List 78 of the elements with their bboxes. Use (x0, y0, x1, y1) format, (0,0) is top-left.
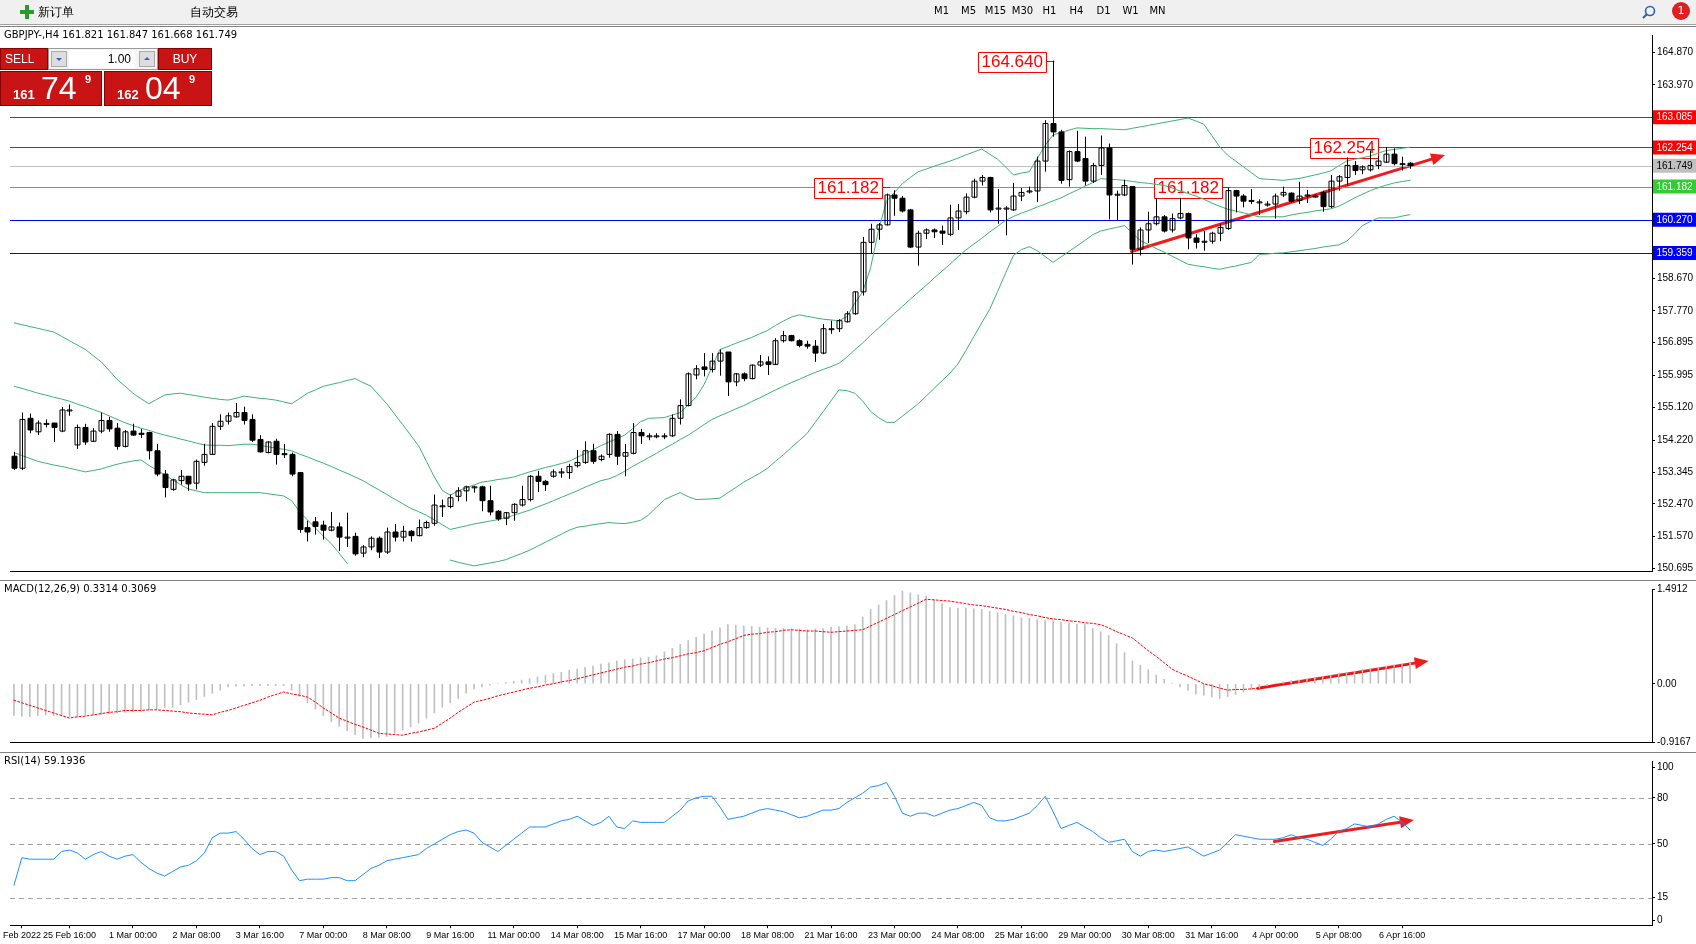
text: H1 (1041, 5, 1058, 16)
text: 自动交易 (190, 4, 238, 21)
x-tick-label: 4 Apr 00:00 (1252, 930, 1299, 941)
y-tick-label: 153.345 (1657, 465, 1694, 477)
text: D1 (1095, 5, 1112, 16)
line-series (13, 598, 1411, 736)
x-tick-label: 17 Mar 00:00 (677, 930, 731, 941)
y-tick-label: 163.970 (1657, 78, 1694, 90)
x-tick-label: 15 Mar 16:00 (614, 930, 668, 941)
annotation: 1.00 (69, 50, 135, 68)
y-tick-label: 80 (1657, 791, 1669, 803)
annotation: 164.640 (981, 52, 1043, 72)
text: W1 (1121, 5, 1140, 16)
x-tick-label: 25 Mar 16:00 (994, 930, 1048, 941)
y-tick-label: 1.4912 (1657, 582, 1689, 594)
x-tick-label: 6 Apr 16:00 (1379, 930, 1426, 941)
y-tick-label: -0.9167 (1657, 735, 1692, 747)
x-tick-label: 2 Mar 08:00 (172, 930, 221, 941)
number-field: 1.00 (48, 48, 158, 70)
x-tick-label: 24 Mar 08:00 (931, 930, 985, 941)
annotation: 161.182 (817, 178, 879, 198)
y-tick-label: 100 (1657, 760, 1675, 772)
ref-line-label: 159.359 (1656, 247, 1694, 259)
text: H4 (1068, 5, 1085, 16)
ref-line-label: 161.749 (1656, 160, 1694, 172)
x-tick-label: Feb 2022 (2, 930, 41, 941)
text: M1 (933, 5, 950, 16)
x-tick-label: 14 Mar 08:00 (550, 930, 604, 941)
annotation: 161 (13, 87, 35, 102)
y-tick-label: 157.770 (1657, 304, 1694, 316)
chart-title: RSI(14) 59.1936 (4, 755, 86, 766)
annotation: SELL (0, 48, 48, 70)
x-tick-label: 29 Mar 00:00 (1058, 930, 1112, 941)
x-tick-label: 21 Mar 16:00 (804, 930, 858, 941)
text: M30 (1010, 5, 1035, 16)
y-tick-label: 154.220 (1657, 433, 1694, 445)
x-tick-label: 7 Mar 00:00 (299, 930, 348, 941)
x-tick-label: 25 Feb 16:00 (42, 930, 97, 941)
x-tick-label: 9 Mar 16:00 (426, 930, 475, 941)
x-tick-label: 23 Mar 00:00 (867, 930, 921, 941)
chart-title: GBPJPY-,H4 161.821 161.847 161.668 161.749 (4, 29, 238, 40)
y-tick-label: 50 (1657, 837, 1669, 849)
x-tick-label: 31 Mar 16:00 (1185, 930, 1239, 941)
y-tick-label: 164.870 (1657, 45, 1694, 57)
annotation: 162.254 (1313, 138, 1375, 158)
x-tick-label: 18 Mar 08:00 (741, 930, 795, 941)
text: M5 (960, 5, 977, 16)
ref-line-label: 161.182 (1656, 180, 1694, 192)
ref-line-label: 163.085 (1656, 111, 1694, 123)
x-tick-label: 1 Mar 00:00 (108, 930, 157, 941)
x-tick-label: 5 Apr 08:00 (1315, 930, 1362, 941)
y-tick-label: 15 (1657, 891, 1669, 903)
ref-line-label: 162.254 (1656, 141, 1694, 153)
annotation: 162 (117, 87, 139, 102)
x-tick-label: 3 Mar 16:00 (235, 930, 284, 941)
x-tick-label: 30 Mar 08:00 (1121, 930, 1175, 941)
y-tick-label: 0.00 (1657, 677, 1677, 689)
ref-line-label: 160.270 (1656, 213, 1694, 225)
y-tick-label: 158.670 (1657, 271, 1694, 283)
y-tick-label: 152.470 (1657, 497, 1694, 509)
text: 新订单 (38, 4, 74, 21)
x-tick-label: 11 Mar 00:00 (487, 930, 540, 941)
y-tick-label: 0 (1657, 914, 1663, 926)
y-tick-label: 155.995 (1657, 369, 1694, 381)
text: 1 (1672, 2, 1690, 20)
annotation: 04 (145, 70, 181, 106)
text: MN (1148, 5, 1167, 16)
y-tick-label: 151.570 (1657, 530, 1694, 542)
y-tick-label: 156.895 (1657, 336, 1694, 348)
chart-title: MACD(12,26,9) 0.3314 0.3069 (4, 583, 157, 594)
x-tick-label: 8 Mar 08:00 (362, 930, 411, 941)
annotation: BUY (158, 48, 212, 70)
y-tick-label: 155.120 (1657, 401, 1694, 413)
annotation: 9 (189, 73, 196, 85)
text: M15 (983, 5, 1008, 16)
annotation: 9 (85, 73, 92, 85)
annotation: 74 (41, 70, 77, 106)
y-tick-label: 150.695 (1657, 562, 1694, 574)
